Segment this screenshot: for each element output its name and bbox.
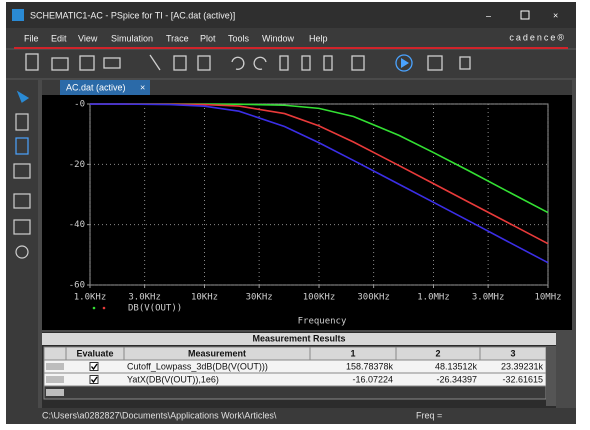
measurement-value: 158.78378k <box>346 361 394 371</box>
menu-item[interactable]: Edit <box>51 33 67 43</box>
row-header[interactable] <box>46 376 64 383</box>
column-header: 2 <box>435 348 440 358</box>
side-settings[interactable] <box>15 245 29 259</box>
tool-save[interactable] <box>79 55 95 71</box>
x-tick-label: 1.0KHz <box>74 293 107 303</box>
x-tick-label: 3.0KHz <box>128 293 161 303</box>
menu-item[interactable]: File <box>24 33 39 43</box>
run-arrow <box>401 58 409 68</box>
menu-item[interactable]: Help <box>309 33 328 43</box>
toolbar <box>6 50 576 78</box>
side-plot-3[interactable] <box>13 219 31 235</box>
measurement-title: Measurement Results <box>252 333 345 343</box>
tool-b[interactable] <box>301 55 311 71</box>
minimize-button[interactable]: – <box>486 10 491 20</box>
empty-row <box>43 385 547 400</box>
tab-bar <box>42 80 572 95</box>
menu-item[interactable]: Plot <box>200 33 216 43</box>
column-header: 3 <box>510 348 515 358</box>
tool-open[interactable] <box>51 57 69 71</box>
tool-paste[interactable] <box>197 55 211 71</box>
close-button[interactable]: × <box>553 10 558 20</box>
side-pin[interactable] <box>16 90 30 103</box>
y-tick-label: -20 <box>69 160 85 170</box>
column-header: Evaluate <box>76 348 113 358</box>
measurement-value: 23.39231k <box>501 361 544 371</box>
tool-d[interactable] <box>351 55 365 71</box>
side-toolbar <box>6 80 38 410</box>
tool-e[interactable] <box>427 55 443 71</box>
measurement-title-bar <box>42 333 556 345</box>
side-plot[interactable] <box>13 163 31 179</box>
tool-c[interactable] <box>323 55 333 71</box>
row-header[interactable] <box>46 389 64 396</box>
x-tick-label: 10MHz <box>534 293 561 303</box>
tool-a[interactable] <box>279 55 289 71</box>
y-tick-label: -40 <box>69 220 85 230</box>
tab-label[interactable]: AC.dat (active) <box>66 82 126 92</box>
title-bar <box>6 2 576 28</box>
legend-label: DB(V(OUT)) <box>128 304 182 314</box>
column-header: 1 <box>350 348 355 358</box>
x-axis-label: Frequency <box>298 317 347 327</box>
checkmark <box>90 376 98 384</box>
menu-item[interactable]: Tools <box>228 33 250 43</box>
y-tick-label: -0 <box>74 100 85 110</box>
measurement-name: Cutoff_Lowpass_3dB(DB(V(OUT))) <box>127 361 268 371</box>
evaluate-checkbox[interactable] <box>89 375 99 384</box>
status-freq: Freq = <box>416 410 442 420</box>
status-path: C:\Users\a0282827\Documents\Applications… <box>42 410 277 420</box>
side-doc[interactable] <box>15 113 29 131</box>
measurement-name: YatX(DB(V(OUT)),1e6) <box>127 374 219 384</box>
tab-close[interactable]: × <box>140 82 145 92</box>
tool-new[interactable] <box>25 53 39 71</box>
tool-cut[interactable] <box>149 54 161 71</box>
measurement-value: -26.34397 <box>436 374 477 384</box>
brand-logo: cadence® <box>509 32 566 42</box>
tool-print[interactable] <box>103 57 121 69</box>
x-tick-label: 30KHz <box>246 293 273 303</box>
measurement-value: -16.07224 <box>352 374 393 384</box>
tool-redo[interactable] <box>253 56 267 70</box>
menu-item[interactable]: Trace <box>166 33 189 43</box>
menu-bar <box>6 28 576 48</box>
window-title: SCHEMATIC1-AC - PSpice for TI - [AC.dat … <box>30 10 235 20</box>
plot-window <box>42 95 572 330</box>
x-tick-label: 3.0MHz <box>472 293 505 303</box>
y-tick-label: -60 <box>69 281 85 291</box>
series-line <box>89 103 549 264</box>
app-icon <box>12 9 24 21</box>
status-bar <box>6 408 576 424</box>
x-tick-label: 300KHz <box>357 293 390 303</box>
menu-item[interactable]: View <box>78 33 98 43</box>
measurement-value: -32.61615 <box>502 374 543 384</box>
measurement-value: 48.13512k <box>435 361 478 371</box>
tool-undo[interactable] <box>231 56 245 70</box>
checkmark <box>90 363 98 371</box>
column-header: Measurement <box>188 348 246 358</box>
menu-item[interactable]: Window <box>262 33 295 43</box>
x-tick-label: 10KHz <box>191 293 218 303</box>
maximize-button[interactable] <box>520 10 530 20</box>
row-header[interactable] <box>46 363 64 370</box>
header-row <box>43 346 547 361</box>
side-plot-2[interactable] <box>13 193 31 209</box>
tool-copy[interactable] <box>173 55 187 71</box>
legend-dot <box>92 306 96 310</box>
menu-item[interactable]: Simulation <box>111 33 153 43</box>
side-doc-2[interactable] <box>15 137 29 155</box>
tool-f[interactable] <box>459 56 471 70</box>
scrollbar[interactable] <box>546 346 556 406</box>
x-tick-label: 100KHz <box>303 293 336 303</box>
legend-dot <box>102 306 106 310</box>
tool-run[interactable] <box>395 54 413 72</box>
evaluate-checkbox[interactable] <box>89 362 99 371</box>
tab[interactable] <box>60 80 150 95</box>
x-tick-label: 1.0MHz <box>417 293 450 303</box>
